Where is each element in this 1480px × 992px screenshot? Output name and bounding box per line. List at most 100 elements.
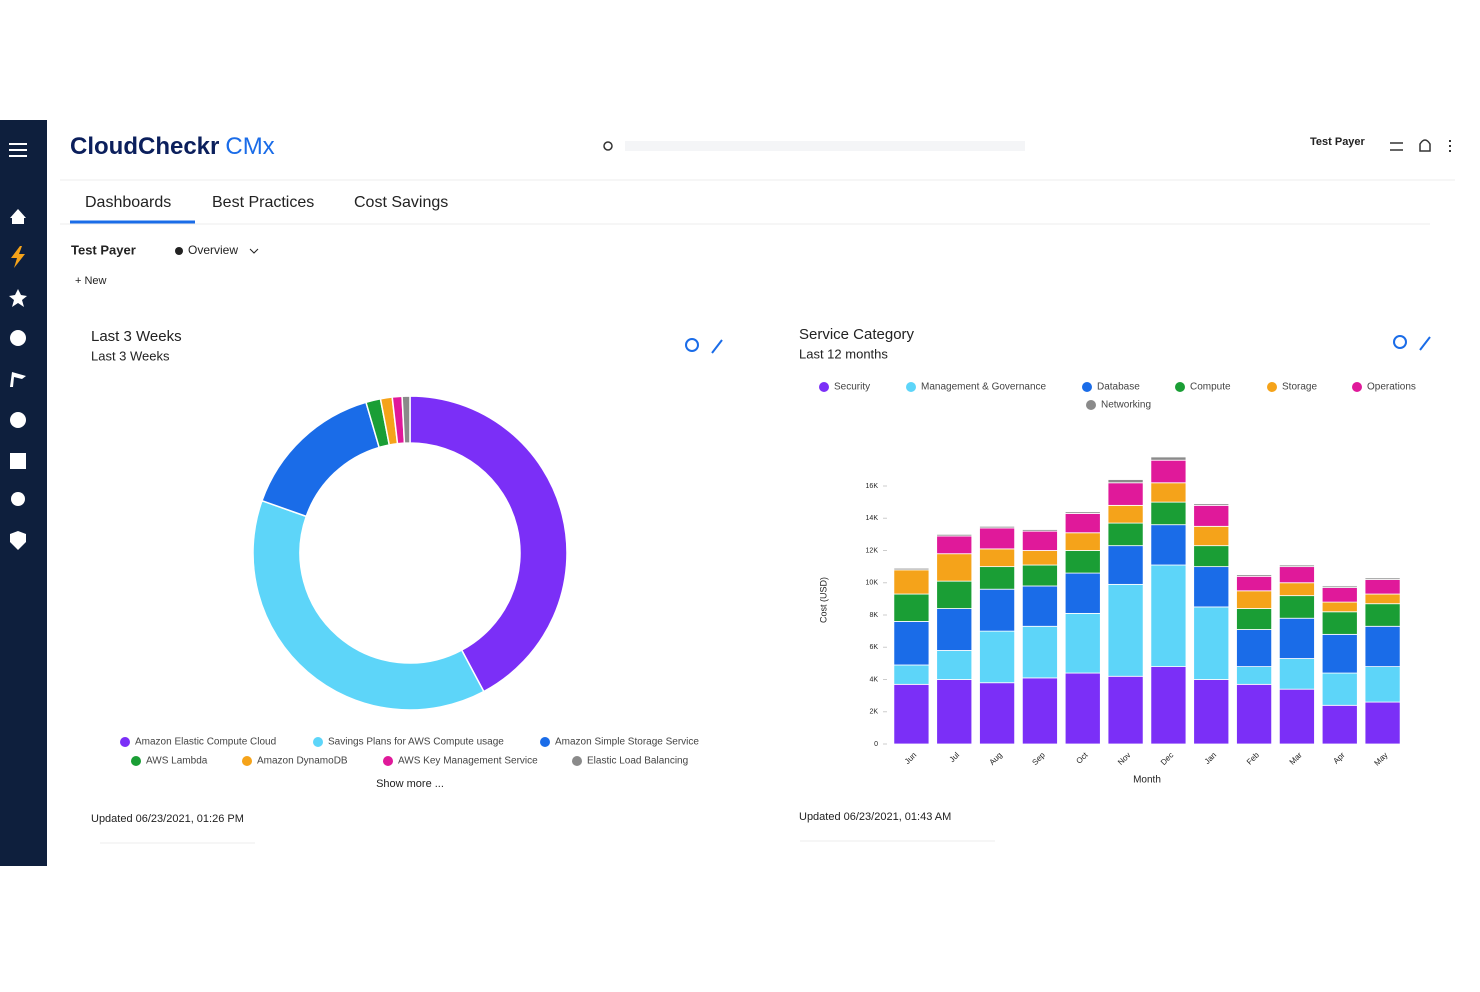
home-icon[interactable] [10, 209, 26, 224]
tab[interactable]: Cost Savings [354, 194, 448, 211]
bar-segment [1236, 683, 1273, 745]
legend-swatch [540, 737, 550, 747]
legend-swatch [1352, 382, 1362, 392]
bar-segment [979, 630, 1016, 684]
bar-segment [1236, 590, 1273, 609]
bar-segment [1064, 672, 1101, 745]
sidebar-icons[interactable] [9, 143, 27, 550]
search-icon[interactable] [603, 141, 613, 151]
report-icon[interactable] [10, 453, 26, 469]
badge-icon[interactable] [11, 492, 25, 506]
legend-swatch [1082, 382, 1092, 392]
updated-note: Updated 06/23/2021, 01:26 PM [91, 813, 244, 825]
download-icon[interactable] [1393, 335, 1407, 349]
bar-segment [1278, 564, 1315, 568]
download-icon[interactable] [685, 338, 699, 352]
legend-label: Amazon Simple Storage Service [555, 737, 699, 748]
x-tick-label: Aug [988, 751, 1004, 767]
donut-slice [401, 395, 411, 444]
bar-segment [1364, 625, 1401, 667]
bar-segment [1278, 595, 1315, 619]
star-icon[interactable] [9, 289, 27, 307]
bar-segment [979, 588, 1016, 632]
search-box[interactable] [625, 141, 1025, 151]
tab-active[interactable]: Dashboards [85, 194, 171, 211]
legend-label: AWS Lambda [146, 756, 208, 767]
bar-segment [1107, 675, 1144, 745]
bar-segment [1236, 575, 1273, 592]
bar-segment [1064, 572, 1101, 614]
bar-segment [1150, 482, 1187, 503]
shield-icon[interactable] [10, 531, 26, 550]
menu-icon[interactable] [9, 155, 27, 157]
legend-swatch [383, 756, 393, 766]
bar-segment [979, 682, 1016, 745]
bar-segment [1321, 704, 1358, 745]
bar-segment [1150, 501, 1187, 526]
bolt-icon[interactable] [11, 246, 25, 268]
bar-segment [1278, 617, 1315, 659]
menu-icon[interactable] [9, 149, 27, 151]
legend-label: Amazon DynamoDB [257, 756, 348, 767]
view-select[interactable]: Overview [188, 243, 238, 257]
bar-segment [1278, 582, 1315, 597]
bar-segment [1021, 550, 1058, 566]
caret[interactable] [249, 248, 259, 254]
bar-segment [1021, 625, 1058, 679]
bar-segment [893, 683, 930, 745]
y-tick-label: 6K [869, 644, 878, 651]
bar-segment [1064, 550, 1101, 574]
legend-swatch [242, 756, 252, 766]
x-tick-label: Oct [1074, 750, 1090, 766]
bar-segment [1236, 629, 1273, 668]
x-tick-label: Nov [1116, 751, 1132, 767]
sidebar [0, 120, 47, 866]
logo-text: CloudCheckr [70, 133, 219, 160]
bar-segment [1193, 545, 1230, 568]
bar-segment [1150, 459, 1187, 484]
menu-icon[interactable] [9, 143, 27, 145]
bar-segment [979, 525, 1016, 529]
bar-segment [1064, 511, 1101, 514]
updated-note: Updated 06/23/2021, 01:43 AM [799, 811, 951, 823]
y-axis-label: Cost (USD) [818, 577, 828, 623]
bar-segment [893, 664, 930, 685]
icon[interactable] [10, 372, 26, 387]
bar-segment [979, 548, 1016, 568]
account-name[interactable]: Test Payer [1310, 136, 1366, 148]
bar-segment [936, 535, 973, 555]
bar-segment [1107, 583, 1144, 677]
bell-icon[interactable] [1419, 139, 1431, 152]
bar-segment [1107, 545, 1144, 585]
widget-subtitle: Last 3 Weeks [91, 348, 170, 363]
edit-icon[interactable] [1419, 336, 1431, 351]
switch-icon[interactable] [1390, 142, 1403, 151]
tab[interactable]: Best Practices [212, 194, 314, 211]
new-button[interactable]: + New [75, 275, 107, 287]
bar-segment [1064, 513, 1101, 534]
edit-icon[interactable] [711, 339, 723, 354]
legend-label: Management & Governance [921, 382, 1047, 393]
icon[interactable] [10, 330, 26, 346]
bar-segment [1278, 658, 1315, 690]
bar-segment [1364, 593, 1401, 605]
show-more[interactable]: Show more ... [376, 778, 444, 790]
legend-label: Operations [1367, 382, 1416, 393]
filter-account[interactable]: Test Payer [71, 242, 136, 257]
x-tick-label: May [1372, 751, 1389, 768]
bar-segment [1021, 530, 1058, 551]
bar-segment [1236, 574, 1273, 577]
legend-swatch [1175, 382, 1185, 392]
info-icon[interactable] [10, 412, 26, 428]
bar-segment [1021, 529, 1058, 532]
y-tick-label: 12K [866, 547, 879, 554]
bar-segment [1021, 585, 1058, 627]
y-tick-label: 8K [869, 612, 878, 619]
bar-segment [1193, 525, 1230, 547]
bar-segment [979, 566, 1016, 590]
x-tick-label: Jun [903, 751, 918, 766]
legend-swatch [819, 382, 829, 392]
legend-swatch [906, 382, 916, 392]
widget-subtitle: Last 12 months [799, 346, 888, 361]
